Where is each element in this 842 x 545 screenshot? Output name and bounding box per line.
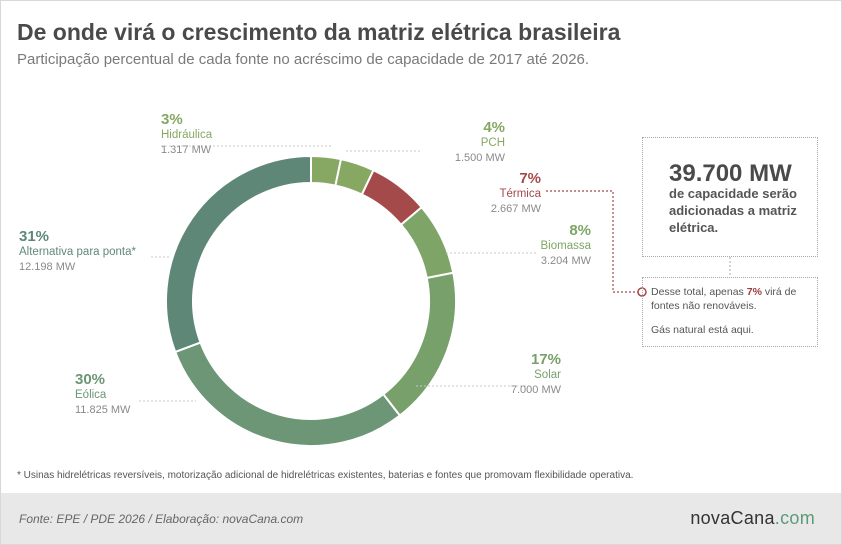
label-eolica: 30% Eólica 11.825 MW [75, 371, 130, 416]
note-text-after: virá de fontes não renováveis. [651, 286, 797, 312]
name-hidraulica: Hidráulica [161, 129, 213, 141]
logo-main: novaCana [690, 508, 775, 528]
name-pch: PCH [480, 137, 505, 149]
pct-eolica: 30% [75, 371, 106, 388]
mw-solar: 7.000 MW [510, 384, 561, 396]
donut-slice-biomassa [399, 205, 455, 280]
pct-solar: 17% [530, 351, 561, 368]
name-solar: Solar [534, 369, 561, 381]
mw-termica: 2.667 MW [490, 203, 541, 215]
name-termica: Térmica [499, 188, 541, 200]
source-text: Fonte: EPE / PDE 2026 / Elaboração: nova… [19, 512, 304, 526]
label-biomassa: 8% Biomassa 3.204 MW [501, 222, 592, 267]
label-alternativa: 31% Alternativa para ponta* 12.198 MW [19, 228, 136, 273]
donut-slice-alternativa [165, 154, 312, 354]
total-capacity-value: 39.700 MW [669, 160, 792, 187]
leader-termica [546, 190, 638, 293]
name-eolica: Eólica [75, 389, 107, 401]
footer-bar: Fonte: EPE / PDE 2026 / Elaboração: nova… [1, 493, 841, 544]
note-highlight: 7% [746, 286, 762, 298]
footnote: * Usinas hidrelétricas reversíveis, moto… [17, 470, 634, 481]
pct-hidraulica: 3% [161, 111, 183, 128]
total-capacity-box: 39.700 MW de capacidade serão adicionada… [642, 137, 818, 257]
pct-termica: 7% [519, 170, 541, 187]
chart-title: De onde virá o crescimento da matriz elé… [17, 19, 621, 45]
name-alternativa: Alternativa para ponta* [19, 246, 136, 258]
note-text-before: Desse total, apenas [651, 286, 747, 298]
pct-alternativa: 31% [19, 228, 50, 245]
pct-pch: 4% [483, 119, 505, 136]
pct-biomassa: 8% [569, 222, 591, 239]
non-renewable-note: Desse total, apenas 7% virá de fontes nã… [642, 277, 818, 347]
label-hidraulica: 3% Hidráulica 1.317 MW [161, 111, 212, 156]
mw-alternativa: 12.198 MW [19, 261, 76, 273]
label-pch: 4% PCH 1.500 MW [421, 119, 505, 164]
mw-hidraulica: 1.317 MW [161, 144, 212, 156]
mw-pch: 1.500 MW [454, 152, 505, 164]
total-capacity-description: de capacidade serão adicionadas a matriz… [669, 186, 797, 235]
donut-slice-solar [381, 271, 457, 418]
mw-biomassa: 3.204 MW [540, 255, 591, 267]
chart-subtitle: Participação percentual de cada fonte no… [17, 51, 590, 68]
label-termica: 7% Térmica 2.667 MW [461, 170, 541, 215]
logo-dot: .com [774, 508, 815, 528]
novacana-logo: novaCana.com [690, 508, 815, 529]
note-line-1: Desse total, apenas 7% virá de fontes nã… [651, 285, 809, 313]
label-solar: 17% Solar 7.000 MW [471, 351, 561, 396]
mw-eolica: 11.825 MW [75, 404, 131, 416]
name-biomassa: Biomassa [540, 240, 592, 252]
donut-slice-eolica [173, 341, 402, 447]
note-line-2: Gás natural está aqui. [651, 324, 754, 336]
